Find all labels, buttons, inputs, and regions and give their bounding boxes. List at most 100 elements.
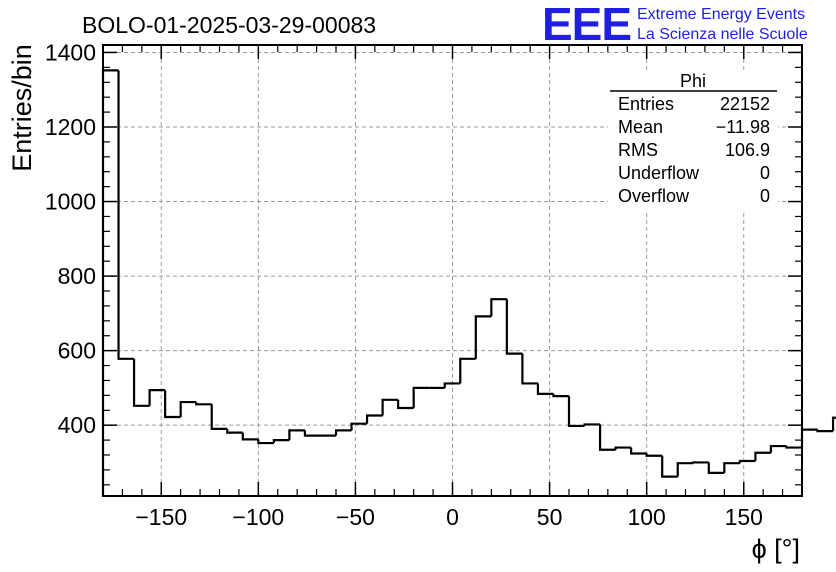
histogram-bin-edge [381, 398, 399, 416]
stats-label: RMS [618, 140, 658, 160]
histogram-bin [350, 422, 368, 431]
histogram-bin-edge [707, 462, 725, 474]
histogram-bin [661, 455, 678, 478]
histogram-bin-edge [676, 462, 694, 477]
histogram-bin-edge [288, 429, 305, 441]
x-tick-label: −100 [232, 504, 284, 530]
histogram-bin-edge [132, 358, 150, 407]
eee-logo: EEE Extreme Energy Events La Scienza nel… [542, 0, 808, 50]
histogram-bin [536, 383, 554, 395]
histogram-bin [490, 298, 507, 317]
histogram-bin [583, 423, 601, 426]
histogram-bin [397, 399, 414, 410]
x-tick-label: −50 [336, 504, 375, 530]
histogram-bin-edge [412, 386, 430, 409]
y-tick-label: 1200 [45, 114, 96, 140]
logo-line-1: Extreme Energy Events [637, 6, 805, 23]
histogram-bin [785, 446, 802, 449]
stats-value: 0 [760, 163, 770, 183]
histogram-bin [226, 428, 243, 434]
histogram-bin [210, 404, 228, 431]
histogram-bin [769, 444, 787, 453]
histogram-bin-edge [117, 70, 135, 360]
histogram-bin-edge [661, 455, 678, 478]
x-tick-label: 100 [627, 504, 665, 530]
logo-line-2: La Scienza nelle Scuole [637, 26, 808, 43]
chart-title: BOLO-01-2025-03-29-00083 [82, 12, 376, 38]
histogram-bin [365, 414, 383, 424]
histogram-bin [552, 393, 569, 398]
histogram-bin-edge [101, 69, 119, 496]
stats-label: Underflow [618, 163, 700, 183]
histogram-bin [567, 396, 585, 428]
histogram-bin-edge [816, 429, 834, 433]
histogram-bin-edge [226, 428, 243, 434]
histogram-bin-edge [459, 357, 476, 384]
y-tick-labels: 400 600 800 1000 1200 1400 [45, 39, 96, 438]
stats-box-background [608, 70, 778, 210]
histogram-bin [117, 70, 135, 360]
histogram-bin-edge [521, 353, 538, 385]
histogram-bin [381, 398, 399, 416]
stats-label: Mean [618, 117, 663, 137]
stats-label: Overflow [618, 186, 690, 206]
histogram-bin [800, 428, 818, 448]
x-axis-title: ϕ [°] [752, 534, 800, 564]
stats-box: Phi Entries 22152 Mean −11.98 RMS 106.9 Underf… [608, 70, 778, 210]
histogram-bin-edge [785, 446, 802, 449]
histogram-bin-edge [210, 404, 228, 431]
histogram-bin-edge [723, 462, 740, 473]
histogram-bin [164, 390, 181, 419]
histogram-bin-edge [257, 439, 274, 445]
histogram-bin [132, 358, 150, 407]
histogram-bin-edge [334, 429, 352, 436]
histogram-bin [303, 430, 321, 437]
histogram-bin [831, 416, 836, 432]
histogram-bin-edge [505, 299, 523, 355]
histogram-bin [412, 386, 430, 409]
histogram-bin [257, 439, 274, 445]
histogram-bin [101, 69, 119, 496]
histogram-bin [334, 429, 352, 436]
x-tick-label: −150 [135, 504, 187, 530]
histogram-bin [707, 462, 725, 474]
histogram-bin-edge [164, 390, 181, 419]
histogram-bin [692, 461, 709, 464]
x-tick-label: 150 [725, 504, 763, 530]
axis-ticks [103, 45, 802, 496]
histogram-bin [241, 432, 259, 441]
histogram-bin-edge [645, 453, 663, 457]
histogram-bin-edge [397, 399, 414, 410]
histogram-bin [630, 447, 647, 455]
histogram-bin-edge [148, 389, 166, 406]
histogram-bin [288, 429, 305, 441]
stats-label: Entries [618, 94, 674, 114]
histogram-bin-edge [303, 430, 321, 437]
histogram-bin-edge [598, 424, 616, 451]
histogram-bin-edge [567, 396, 585, 428]
y-tick-label: 1000 [45, 189, 96, 215]
histogram-bin [521, 353, 538, 385]
histogram-bin-edge [272, 438, 290, 444]
y-tick-label: 400 [58, 412, 96, 438]
histogram-bin [443, 382, 461, 388]
histogram-bin-edge [443, 382, 461, 388]
histogram-bin-edge [179, 400, 197, 417]
x-tick-labels: −150 −100 −50 0 50 100 150 [135, 504, 763, 530]
x-tick-label: 50 [537, 504, 563, 530]
histogram-bin [195, 402, 212, 406]
histogram-bin [505, 299, 523, 355]
stats-value: 22152 [720, 94, 770, 114]
stats-value: −11.98 [716, 117, 770, 137]
histogram-bin [614, 446, 632, 450]
histogram-bin-edge [536, 383, 554, 395]
histogram-bin-edge [614, 446, 632, 450]
stats-rows: Entries 22152 Mean −11.98 RMS 106.9 Underflow 0… [618, 94, 770, 206]
stats-value: 0 [760, 186, 770, 206]
histogram-bin [738, 459, 756, 464]
stats-title: Phi [680, 71, 706, 91]
histogram-bin-edge [552, 393, 569, 398]
x-tick-label: 0 [446, 504, 459, 530]
histogram-bin-edge [630, 447, 647, 455]
y-tick-label: 1400 [45, 39, 96, 65]
